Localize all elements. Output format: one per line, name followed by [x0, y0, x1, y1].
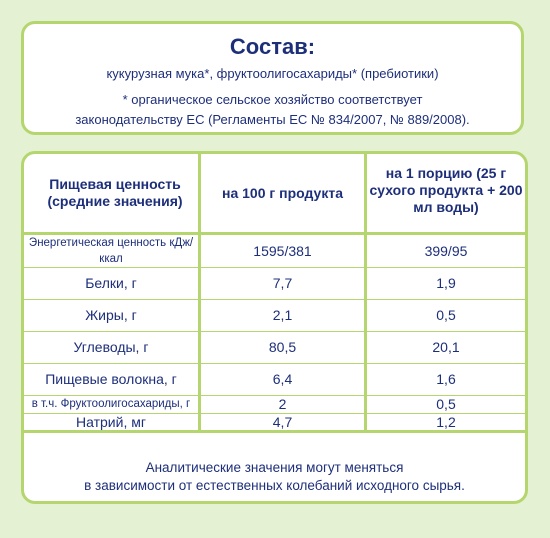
header-divider: [24, 232, 525, 235]
nutrient-name: в т.ч. Фруктоолигосахариды, г: [31, 398, 191, 410]
composition-title: Состав:: [229, 34, 316, 59]
organic-note-line2: законодательству ЕС (Регламенты ЕС № 834…: [75, 112, 470, 127]
header-per-100g: на 100 г продукта: [222, 184, 343, 201]
composition-panel: Состав: кукурузная мука*, фруктоолигосах…: [21, 21, 524, 135]
row-divider: [24, 331, 525, 332]
value-per-100g: 6,4: [272, 371, 293, 387]
nutrient-name: Энергетическая ценность кДж/ккал: [28, 237, 194, 265]
nutrient-name: Углеводы, г: [73, 339, 149, 355]
value-per-100g: 2: [278, 396, 287, 412]
value-per-portion: 0,5: [436, 307, 456, 323]
nutrient-name: Натрий, мг: [76, 413, 146, 430]
value-per-portion: 0,5: [436, 396, 456, 412]
analytical-note-line2: в зависимости от естественных колебаний …: [84, 478, 465, 493]
row-divider: [24, 267, 525, 268]
nutrient-name: Жиры, г: [85, 307, 137, 323]
value-per-portion: 20,1: [432, 339, 460, 355]
column-divider: [364, 154, 367, 430]
header-per-portion: на 1 порцию (25 г сухого продукта + 200 …: [369, 164, 523, 215]
value-per-100g: 1595/381: [253, 243, 312, 259]
value-per-portion: 1,9: [436, 275, 456, 291]
row-divider: [24, 363, 525, 364]
nutrition-table: Пищевая ценность (средние значения) на 1…: [21, 151, 528, 504]
organic-note-line1: * органическое сельское хозяйство соотве…: [122, 92, 423, 107]
value-per-portion: 399/95: [424, 243, 468, 259]
analytical-note: Аналитические значения могут меняться в …: [24, 459, 525, 495]
value-per-portion: 1,2: [436, 413, 456, 430]
value-per-100g: 7,7: [272, 275, 293, 291]
value-per-100g: 2,1: [272, 307, 293, 323]
row-divider: [24, 413, 525, 414]
value-per-100g: 80,5: [268, 339, 297, 355]
nutrient-name: Пищевые волокна, г: [45, 371, 177, 387]
row-divider: [24, 395, 525, 396]
row-divider: [24, 299, 525, 300]
ingredients-text: кукурузная мука*, фруктоолигосахариды* (…: [106, 66, 439, 81]
value-per-portion: 1,6: [436, 371, 456, 387]
table-bottom-divider: [24, 430, 525, 433]
analytical-note-line1: Аналитические значения могут меняться: [145, 460, 404, 475]
column-divider: [198, 154, 201, 430]
header-nutrition-value: Пищевая ценность (средние значения): [47, 176, 183, 209]
nutrient-name: Белки, г: [85, 275, 137, 291]
value-per-100g: 4,7: [272, 413, 293, 430]
